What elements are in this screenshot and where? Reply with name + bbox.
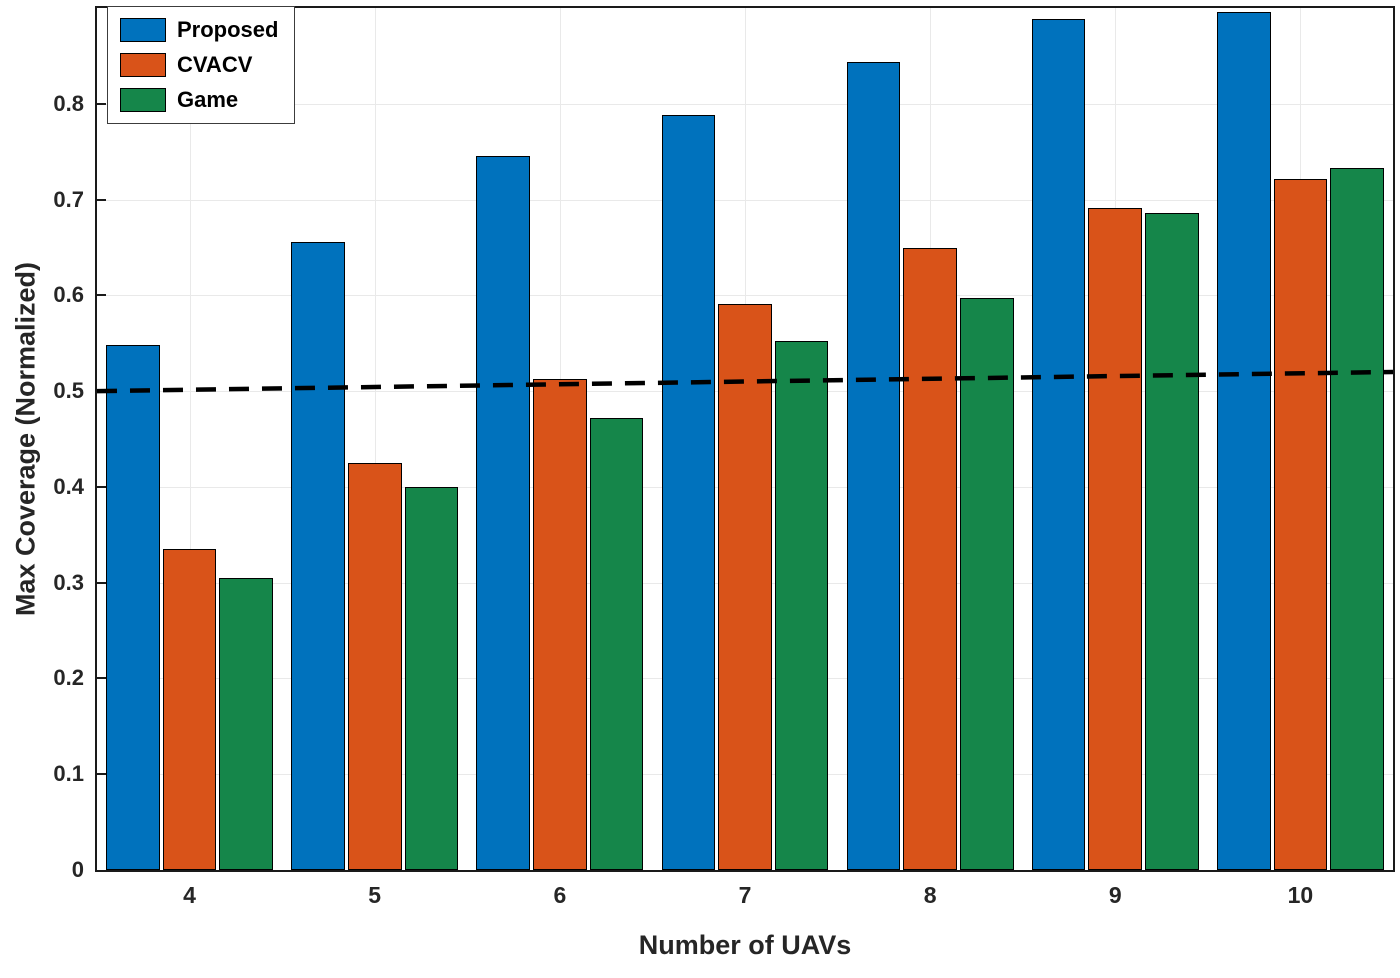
y-tick-mark: [97, 773, 106, 776]
bar-proposed-4: [106, 345, 160, 870]
y-tick-mark: [97, 581, 106, 584]
x-tick-label: 10: [1287, 882, 1314, 908]
y-axis-label: Max Coverage (Normalized): [10, 261, 41, 617]
bar-game-7: [774, 341, 829, 870]
bar-cvacv-7: [718, 303, 772, 870]
legend-swatch-cvacv: [120, 53, 166, 77]
x-tick-label: 4: [183, 882, 196, 908]
bar-proposed-9: [1031, 18, 1086, 870]
y-tick-label: 0.8: [53, 90, 84, 116]
legend-label-game: Game: [177, 87, 239, 112]
x-gridline: [374, 8, 376, 870]
x-tick-label: 7: [738, 882, 752, 908]
bar-proposed-10: [1216, 11, 1271, 870]
y-tick-label: 0: [71, 857, 84, 882]
legend-label-proposed: Proposed: [177, 17, 279, 42]
legend: Proposed CVACV Game: [107, 6, 296, 124]
y-tick-label: 0.4: [53, 473, 84, 499]
bar-cvacv-5: [347, 462, 402, 870]
bar-game-4: [219, 577, 274, 870]
legend-item-proposed: Proposed: [120, 17, 278, 43]
bar-game-8: [959, 298, 1014, 870]
y-tick-mark: [97, 102, 106, 105]
y-tick-mark: [97, 198, 106, 201]
bar-proposed-5: [291, 241, 345, 870]
y-tick-mark: [97, 485, 106, 488]
bar-cvacv-8: [903, 248, 957, 870]
bar-proposed-7: [661, 115, 716, 870]
bar-cvacv-10: [1273, 179, 1328, 870]
y-tick-mark: [97, 677, 106, 680]
x-tick-label: 6: [553, 882, 567, 908]
y-tick-mark: [97, 390, 106, 393]
y-tick-mark: [97, 294, 106, 297]
y-tick-label: 0.6: [53, 282, 84, 308]
legend-item-cvacv: CVACV: [120, 52, 278, 78]
bar-game-9: [1145, 212, 1199, 870]
y-tick-label: 0.7: [53, 186, 84, 212]
y-tick-label: 0.5: [53, 378, 84, 404]
x-axis-label: Number of UAVs: [638, 930, 852, 960]
x-tick-label: 9: [1108, 882, 1122, 908]
plot-area: [95, 6, 1395, 872]
bar-cvacv-6: [533, 378, 587, 870]
bar-proposed-8: [846, 61, 901, 870]
y-tick-label: 0.1: [53, 761, 84, 787]
bar-game-5: [404, 486, 459, 870]
bar-game-6: [589, 417, 644, 870]
bar-game-10: [1330, 167, 1384, 870]
y-tick-label: 0.3: [53, 569, 84, 595]
legend-item-game: Game: [120, 87, 278, 113]
bar-cvacv-9: [1088, 208, 1143, 870]
x-gridline: [189, 8, 191, 870]
x-tick-label: 8: [923, 882, 937, 908]
legend-label-cvacv: CVACV: [177, 52, 253, 77]
legend-swatch-proposed: [120, 18, 166, 42]
bar-cvacv-4: [162, 549, 217, 870]
y-tick-label: 0.2: [53, 665, 84, 691]
x-tick-label: 5: [368, 882, 382, 908]
bar-proposed-6: [476, 155, 531, 870]
legend-swatch-game: [120, 88, 166, 112]
